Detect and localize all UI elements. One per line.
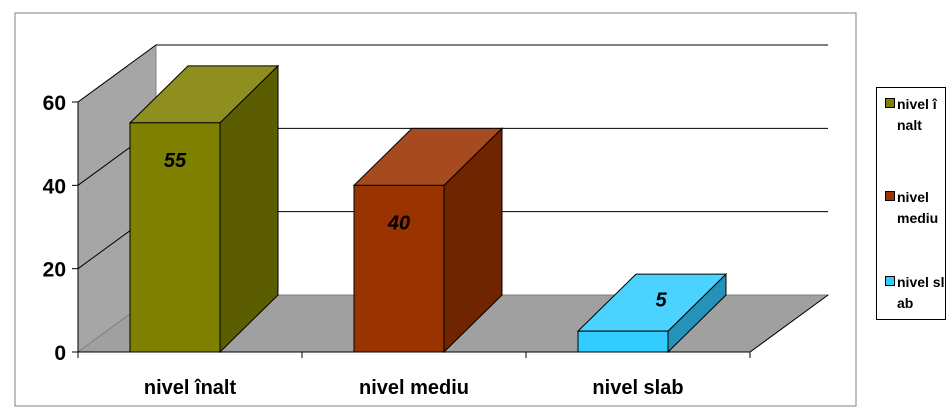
data-label: 55 [164,150,187,172]
data-label: 5 [655,290,667,312]
y-tick-label: 20 [43,259,66,282]
bar-front [577,330,669,353]
legend-swatch [885,191,895,201]
bar-front [353,184,445,353]
data-label: 40 [387,212,410,234]
legend-swatch [885,276,895,286]
x-category-label: nivel slab [592,377,683,399]
legend: nivel înalt nivel mediu nivel slab [876,87,946,320]
x-category-label: nivel înalt [144,377,237,399]
floor-edge [749,294,829,353]
y-tick-label: 40 [43,175,66,198]
bar-2 [576,272,728,354]
legend-swatch [885,98,895,108]
y-tick-label: 0 [54,342,66,365]
legend-label: nivel mediu [897,189,939,226]
legend-label: nivel slab [897,274,945,311]
bar-0 [128,64,280,354]
x-category-label: nivel mediu [359,377,469,399]
legend-label: nivel înalt [897,96,937,133]
y-tick-label: 60 [43,92,66,115]
bar-front [129,122,221,353]
bar-1 [352,127,504,354]
gridline-side [77,44,157,103]
